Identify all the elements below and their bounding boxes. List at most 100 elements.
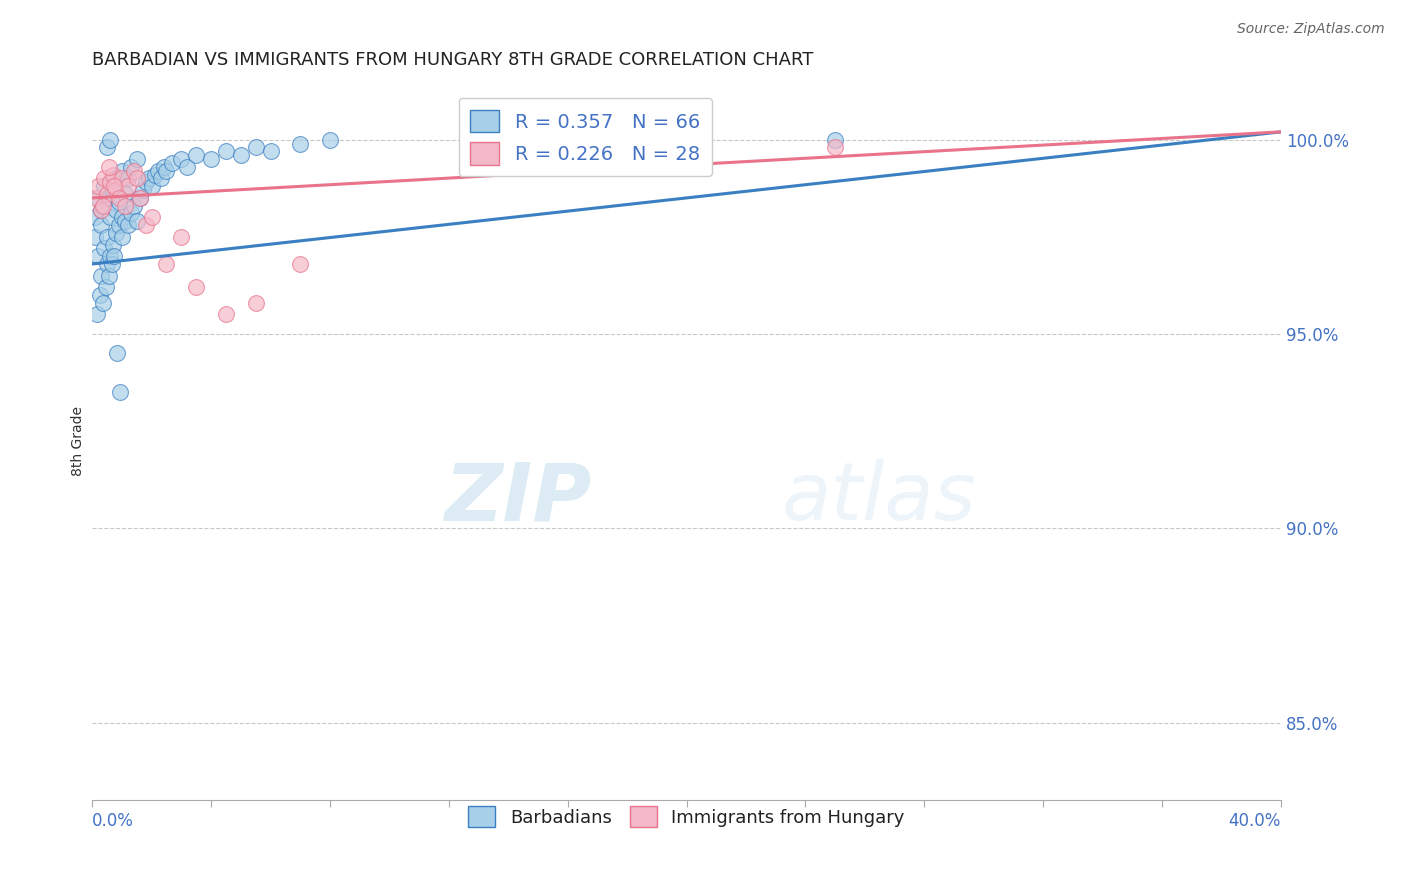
Point	[94, 280, 117, 294]
Point	[97, 160, 120, 174]
Point	[114, 199, 136, 213]
Point	[125, 152, 148, 166]
Point	[135, 175, 157, 189]
Point	[101, 168, 124, 182]
Point	[97, 268, 120, 283]
Point	[111, 171, 134, 186]
Point	[824, 133, 846, 147]
Point	[90, 202, 112, 217]
Point	[824, 140, 846, 154]
Point	[101, 183, 124, 197]
Point	[125, 214, 148, 228]
Point	[155, 257, 177, 271]
Point	[200, 152, 222, 166]
Point	[122, 163, 145, 178]
Point	[104, 183, 127, 197]
Point	[108, 218, 131, 232]
Point	[131, 183, 153, 197]
Point	[93, 171, 115, 186]
Point	[170, 229, 193, 244]
Point	[215, 145, 238, 159]
Point	[117, 179, 139, 194]
Point	[245, 140, 267, 154]
Point	[186, 280, 208, 294]
Point	[120, 160, 142, 174]
Point	[86, 308, 108, 322]
Point	[111, 163, 134, 178]
Point	[143, 168, 166, 182]
Point	[98, 249, 121, 263]
Point	[87, 191, 110, 205]
Point	[104, 171, 127, 186]
Point	[135, 218, 157, 232]
Point	[104, 226, 127, 240]
Point	[108, 191, 131, 205]
Point	[229, 148, 252, 162]
Point	[90, 202, 112, 217]
Point	[675, 125, 697, 139]
Point	[90, 268, 112, 283]
Point	[100, 257, 122, 271]
Point	[91, 199, 114, 213]
Point	[114, 187, 136, 202]
Point	[155, 163, 177, 178]
Point	[319, 133, 342, 147]
Point	[114, 214, 136, 228]
Point	[117, 171, 139, 186]
Point	[290, 136, 312, 151]
Point	[170, 152, 193, 166]
Text: ZIP: ZIP	[444, 459, 592, 537]
Point	[108, 194, 131, 209]
Point	[87, 249, 110, 263]
Point	[128, 191, 150, 205]
Point	[104, 202, 127, 217]
Point	[186, 148, 208, 162]
Point	[96, 187, 118, 202]
Point	[117, 218, 139, 232]
Point	[259, 145, 281, 159]
Legend: Barbadians, Immigrants from Hungary: Barbadians, Immigrants from Hungary	[461, 799, 912, 834]
Point	[91, 296, 114, 310]
Point	[141, 179, 163, 194]
Point	[98, 211, 121, 225]
Point	[103, 179, 125, 194]
Point	[101, 237, 124, 252]
Text: 40.0%: 40.0%	[1229, 812, 1281, 830]
Point	[162, 156, 184, 170]
Point	[290, 257, 312, 271]
Point	[96, 257, 118, 271]
Point	[128, 191, 150, 205]
Point	[215, 308, 238, 322]
Point	[111, 229, 134, 244]
Point	[120, 206, 142, 220]
Point	[84, 211, 107, 225]
Point	[90, 218, 112, 232]
Point	[96, 229, 118, 244]
Point	[98, 175, 121, 189]
Point	[146, 163, 169, 178]
Point	[125, 171, 148, 186]
Point	[111, 211, 134, 225]
Point	[103, 249, 125, 263]
Point	[141, 211, 163, 225]
Point	[93, 179, 115, 194]
Point	[110, 385, 132, 400]
Point	[122, 199, 145, 213]
Text: Source: ZipAtlas.com: Source: ZipAtlas.com	[1237, 22, 1385, 37]
Point	[93, 242, 115, 256]
Point	[87, 179, 110, 194]
Text: BARBADIAN VS IMMIGRANTS FROM HUNGARY 8TH GRADE CORRELATION CHART: BARBADIAN VS IMMIGRANTS FROM HUNGARY 8TH…	[93, 51, 814, 69]
Point	[149, 171, 172, 186]
Point	[84, 191, 107, 205]
Y-axis label: 8th Grade: 8th Grade	[72, 406, 86, 475]
Text: 0.0%: 0.0%	[93, 812, 134, 830]
Point	[84, 229, 107, 244]
Text: atlas: atlas	[782, 459, 976, 537]
Point	[152, 160, 174, 174]
Point	[89, 288, 111, 302]
Point	[96, 140, 118, 154]
Point	[107, 346, 129, 360]
Point	[96, 191, 118, 205]
Point	[176, 160, 198, 174]
Point	[98, 133, 121, 147]
